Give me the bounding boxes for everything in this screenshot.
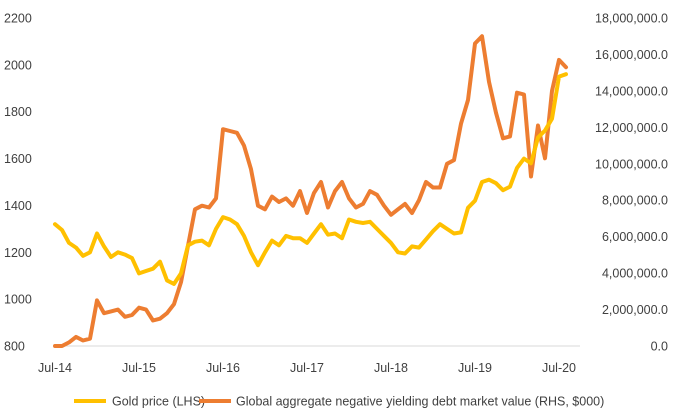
- left-tick-label: 1800: [4, 105, 32, 119]
- series-line-gold-price: [53, 72, 568, 286]
- left-tick-label: 1400: [4, 199, 32, 213]
- left-tick-label: 1000: [4, 293, 32, 307]
- x-tick-label: Jul-19: [458, 361, 492, 375]
- left-tick-label: 1600: [4, 152, 32, 166]
- left-tick-label: 2200: [4, 12, 32, 26]
- right-tick-label: 8,000,000.0: [602, 194, 668, 208]
- x-tick-label: Jul-16: [206, 361, 240, 375]
- left-tick-label: 1200: [4, 246, 32, 260]
- right-tick-label: 6,000,000.0: [602, 230, 668, 244]
- right-tick-label: 2,000,000.0: [602, 303, 668, 317]
- right-tick-label: 16,000,000.0: [595, 48, 668, 62]
- x-tick-label: Jul-17: [290, 361, 324, 375]
- series-line-negative-yield-debt: [53, 34, 568, 348]
- right-tick-label: 10,000,000.0: [595, 157, 668, 171]
- legend-label-debt: Global aggregate negative yielding debt …: [236, 395, 604, 409]
- right-tick-label: 12,000,000.0: [595, 121, 668, 135]
- x-tick-label: Jul-18: [374, 361, 408, 375]
- left-tick-label: 800: [4, 340, 25, 354]
- x-tick-label: Jul-14: [38, 361, 72, 375]
- right-tick-label: 0.0: [651, 340, 668, 354]
- left-axis: 800 1000 1200 1400 1600 1800 2000 2200: [4, 12, 32, 354]
- x-tick-label: Jul-20: [542, 361, 576, 375]
- right-axis: 0.0 2,000,000.0 4,000,000.0 6,000,000.0 8,00…: [595, 12, 668, 354]
- series-lines: [53, 34, 568, 348]
- legend-label-gold: Gold price (LHS): [112, 395, 205, 409]
- right-tick-label: 14,000,000.0: [595, 84, 668, 98]
- x-tick-label: Jul-15: [122, 361, 156, 375]
- legend: Gold price (LHS) Global aggregate negati…: [74, 395, 604, 409]
- left-tick-label: 2000: [4, 58, 32, 72]
- right-tick-label: 18,000,000.0: [595, 12, 668, 26]
- x-axis: Jul-14 Jul-15 Jul-16 Jul-17 Jul-18 Jul-19 Jul-…: [38, 361, 576, 375]
- right-tick-label: 4,000,000.0: [602, 267, 668, 281]
